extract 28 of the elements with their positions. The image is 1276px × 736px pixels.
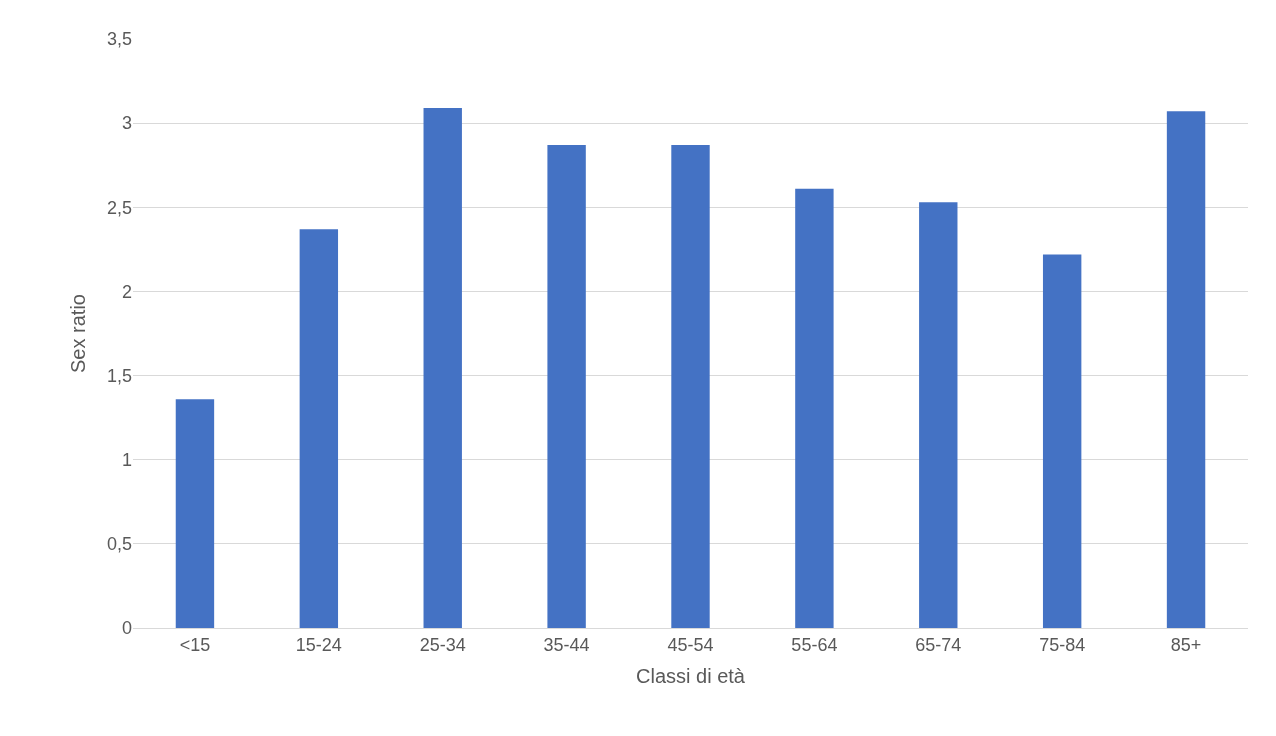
y-tick-label: 2 <box>121 281 132 302</box>
y-tick-label: 3 <box>121 113 132 134</box>
y-tick-label: 3,5 <box>106 29 132 50</box>
bar <box>1042 254 1082 628</box>
bar <box>919 202 958 628</box>
bar <box>299 229 339 628</box>
bar <box>795 188 834 628</box>
y-tick-label: 0,5 <box>106 534 132 555</box>
y-axis-title: Sex ratio <box>67 294 90 373</box>
x-axis-title: Classi di età <box>636 665 746 688</box>
y-tick-label: 0 <box>121 618 132 639</box>
x-tick-label: <15 <box>179 634 211 655</box>
x-tick-label: 55-64 <box>791 634 838 655</box>
x-tick-label: 75-84 <box>1039 634 1086 655</box>
x-tick-label: 15-24 <box>295 634 342 655</box>
y-tick-label: 2,5 <box>106 197 132 218</box>
bar <box>547 145 586 628</box>
bar <box>671 145 710 628</box>
y-tick-label: 1 <box>121 450 132 471</box>
x-tick-label: 25-34 <box>419 634 466 655</box>
y-tick-label: 1,5 <box>106 365 132 386</box>
x-tick-label: 65-74 <box>915 634 962 655</box>
x-tick-label: 85+ <box>1170 634 1202 655</box>
bar <box>175 399 215 628</box>
x-tick-label: 45-54 <box>667 634 714 655</box>
bar <box>423 108 462 628</box>
bar <box>1166 111 1206 628</box>
x-tick-label: 35-44 <box>543 634 590 655</box>
